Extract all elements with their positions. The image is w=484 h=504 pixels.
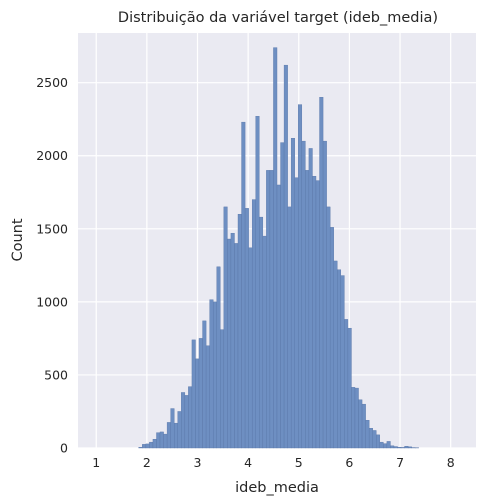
histogram-bar (347, 327, 352, 449)
histogram-bar (188, 386, 193, 449)
histogram-bar (319, 97, 324, 449)
histogram-bar (351, 387, 356, 449)
histogram-bar (191, 339, 196, 449)
histogram-bar (166, 422, 171, 449)
histogram-bar (159, 431, 164, 449)
histogram-bar (145, 443, 150, 449)
histogram-bar (195, 358, 200, 449)
histogram-bar (404, 446, 409, 449)
histogram-bar (354, 387, 359, 449)
histogram-bar (308, 148, 313, 449)
y-tick-label: 2000 (36, 148, 68, 163)
x-tick-label: 3 (194, 455, 202, 470)
histogram-bar (294, 177, 299, 449)
histogram-bar (241, 121, 246, 449)
x-tick-label: 6 (345, 455, 353, 470)
y-axis-label: Count (10, 218, 26, 261)
histogram-bar (181, 392, 186, 449)
histogram-bar (383, 443, 388, 449)
histogram-bar (315, 180, 320, 449)
y-tick-label: 1000 (36, 294, 68, 309)
histogram-bar (220, 329, 225, 449)
histogram-bar (205, 345, 210, 449)
histogram-bar (337, 269, 342, 449)
histogram-bar (223, 206, 228, 449)
histogram-bar (248, 247, 253, 449)
histogram-bar (333, 260, 338, 449)
histogram-bar (212, 301, 217, 449)
x-axis-label: ideb_media (235, 480, 319, 496)
histogram-bar (280, 142, 285, 449)
histogram-bar (290, 138, 295, 449)
histogram-bar (170, 408, 175, 449)
x-axis-ticks: 1 2 3 4 5 6 7 8 (92, 455, 454, 470)
histogram-bar (376, 434, 380, 449)
histogram-bar (365, 420, 370, 449)
histogram-bar (312, 176, 317, 449)
histogram-bar (184, 395, 189, 449)
histogram-bar (326, 206, 331, 449)
y-tick-label: 2500 (36, 75, 68, 90)
histogram-bar (227, 238, 232, 449)
y-tick-label: 500 (44, 367, 68, 382)
histogram-bar (198, 338, 203, 449)
histogram-bar (259, 216, 264, 449)
y-axis-ticks: 0 500 1000 1500 2000 2500 (36, 75, 68, 455)
histogram-bar (177, 411, 182, 449)
histogram-bar (251, 199, 256, 449)
histogram-bar (344, 319, 349, 449)
histogram-bar (400, 447, 405, 449)
histogram-bar (237, 213, 242, 449)
histogram-bar (287, 206, 292, 449)
histogram-bar (266, 170, 271, 449)
y-tick-label: 0 (60, 441, 68, 456)
histogram-bar (305, 170, 310, 449)
histogram-bar (397, 447, 402, 449)
histogram-bar (244, 208, 249, 449)
histogram-bar (301, 140, 306, 449)
histogram-bar (230, 232, 235, 449)
histogram-bar (340, 275, 345, 449)
histogram-bar (329, 227, 334, 449)
x-tick-label: 5 (295, 455, 303, 470)
histogram-bar (142, 444, 147, 449)
histogram-bar (209, 299, 214, 449)
histogram-bar (361, 403, 366, 449)
histogram-bar (298, 104, 303, 449)
histogram-bar (393, 446, 398, 449)
histogram-bar (152, 439, 157, 449)
histogram-bar (386, 441, 391, 449)
histogram-bar (407, 446, 412, 449)
x-tick-label: 1 (92, 455, 100, 470)
histogram-bar (138, 447, 143, 449)
histogram-bar (322, 140, 327, 449)
histogram-bar (368, 428, 373, 449)
histogram-bar (262, 235, 267, 449)
histogram-bar (379, 441, 384, 449)
histogram-bar (255, 116, 260, 449)
histogram-bar (276, 184, 281, 449)
histogram-bar (174, 422, 178, 449)
histogram-bar (216, 266, 221, 449)
chart-title: Distribuição da variável target (ideb_me… (118, 10, 438, 26)
histogram-bar (163, 433, 168, 449)
histogram-bar (372, 430, 377, 449)
histogram-bar (149, 441, 154, 449)
histogram-bar (202, 320, 207, 449)
histogram-bar (283, 64, 288, 449)
histogram-bar (234, 243, 239, 449)
histogram-bars (138, 47, 419, 449)
x-tick-label: 2 (143, 455, 151, 470)
histogram-bar (358, 399, 363, 449)
x-tick-label: 8 (447, 455, 455, 470)
histogram-bar (273, 47, 278, 449)
y-tick-label: 1500 (36, 221, 68, 236)
histogram-bar (390, 445, 395, 449)
histogram-bar (269, 170, 274, 449)
x-tick-label: 4 (244, 455, 252, 470)
x-tick-label: 7 (396, 455, 404, 470)
histogram-bar (156, 432, 161, 449)
